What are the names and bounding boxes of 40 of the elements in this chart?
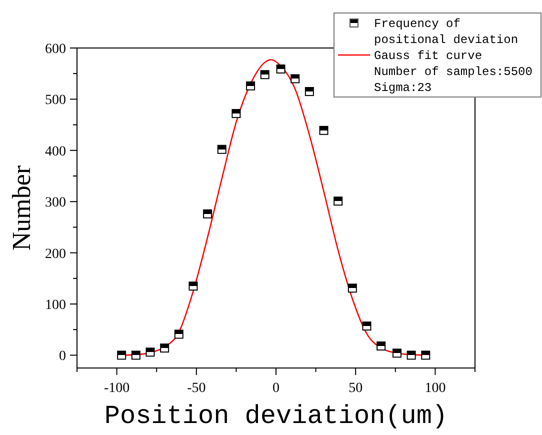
point <box>392 348 402 358</box>
y-tick-label: 100 <box>45 298 66 313</box>
point <box>188 282 198 291</box>
x-axis-title: Position deviation(um) <box>104 401 448 431</box>
y-tick-label: 200 <box>45 246 66 262</box>
point <box>217 144 226 154</box>
point <box>334 196 343 206</box>
point <box>319 126 328 135</box>
x-tick-label: 0 <box>272 381 280 396</box>
y-axis-title: Number <box>7 165 36 251</box>
point <box>406 350 416 360</box>
point <box>376 341 386 350</box>
point <box>348 284 357 293</box>
y-tick-label: 300 <box>45 196 66 211</box>
point <box>174 330 184 339</box>
legend-label: Frequency of positional deviation <box>374 17 518 47</box>
y-tick-label: 400 <box>45 144 66 160</box>
point <box>146 348 155 357</box>
y-tick-label: 500 <box>45 93 66 108</box>
point <box>362 322 372 331</box>
annotation: Number of samples:5500 <box>374 65 532 79</box>
annotation: Sigma:23 <box>374 81 432 95</box>
point <box>276 64 286 74</box>
x-tick-label: 100 <box>424 381 446 396</box>
y-tick-label: 0 <box>59 349 66 364</box>
point <box>304 87 314 96</box>
point <box>117 350 126 360</box>
point <box>131 350 140 360</box>
point <box>421 350 430 360</box>
point <box>246 81 256 90</box>
x-tick-label: 50 <box>348 381 363 396</box>
point <box>203 209 212 218</box>
x-tick-label: -100 <box>104 381 130 396</box>
legend-label: Gauss fit curve <box>374 49 482 63</box>
point <box>232 109 241 118</box>
point <box>260 70 270 80</box>
y-tick-label: 600 <box>45 42 66 57</box>
point <box>290 74 300 84</box>
point <box>160 344 170 353</box>
x-tick-label: -50 <box>187 381 206 396</box>
